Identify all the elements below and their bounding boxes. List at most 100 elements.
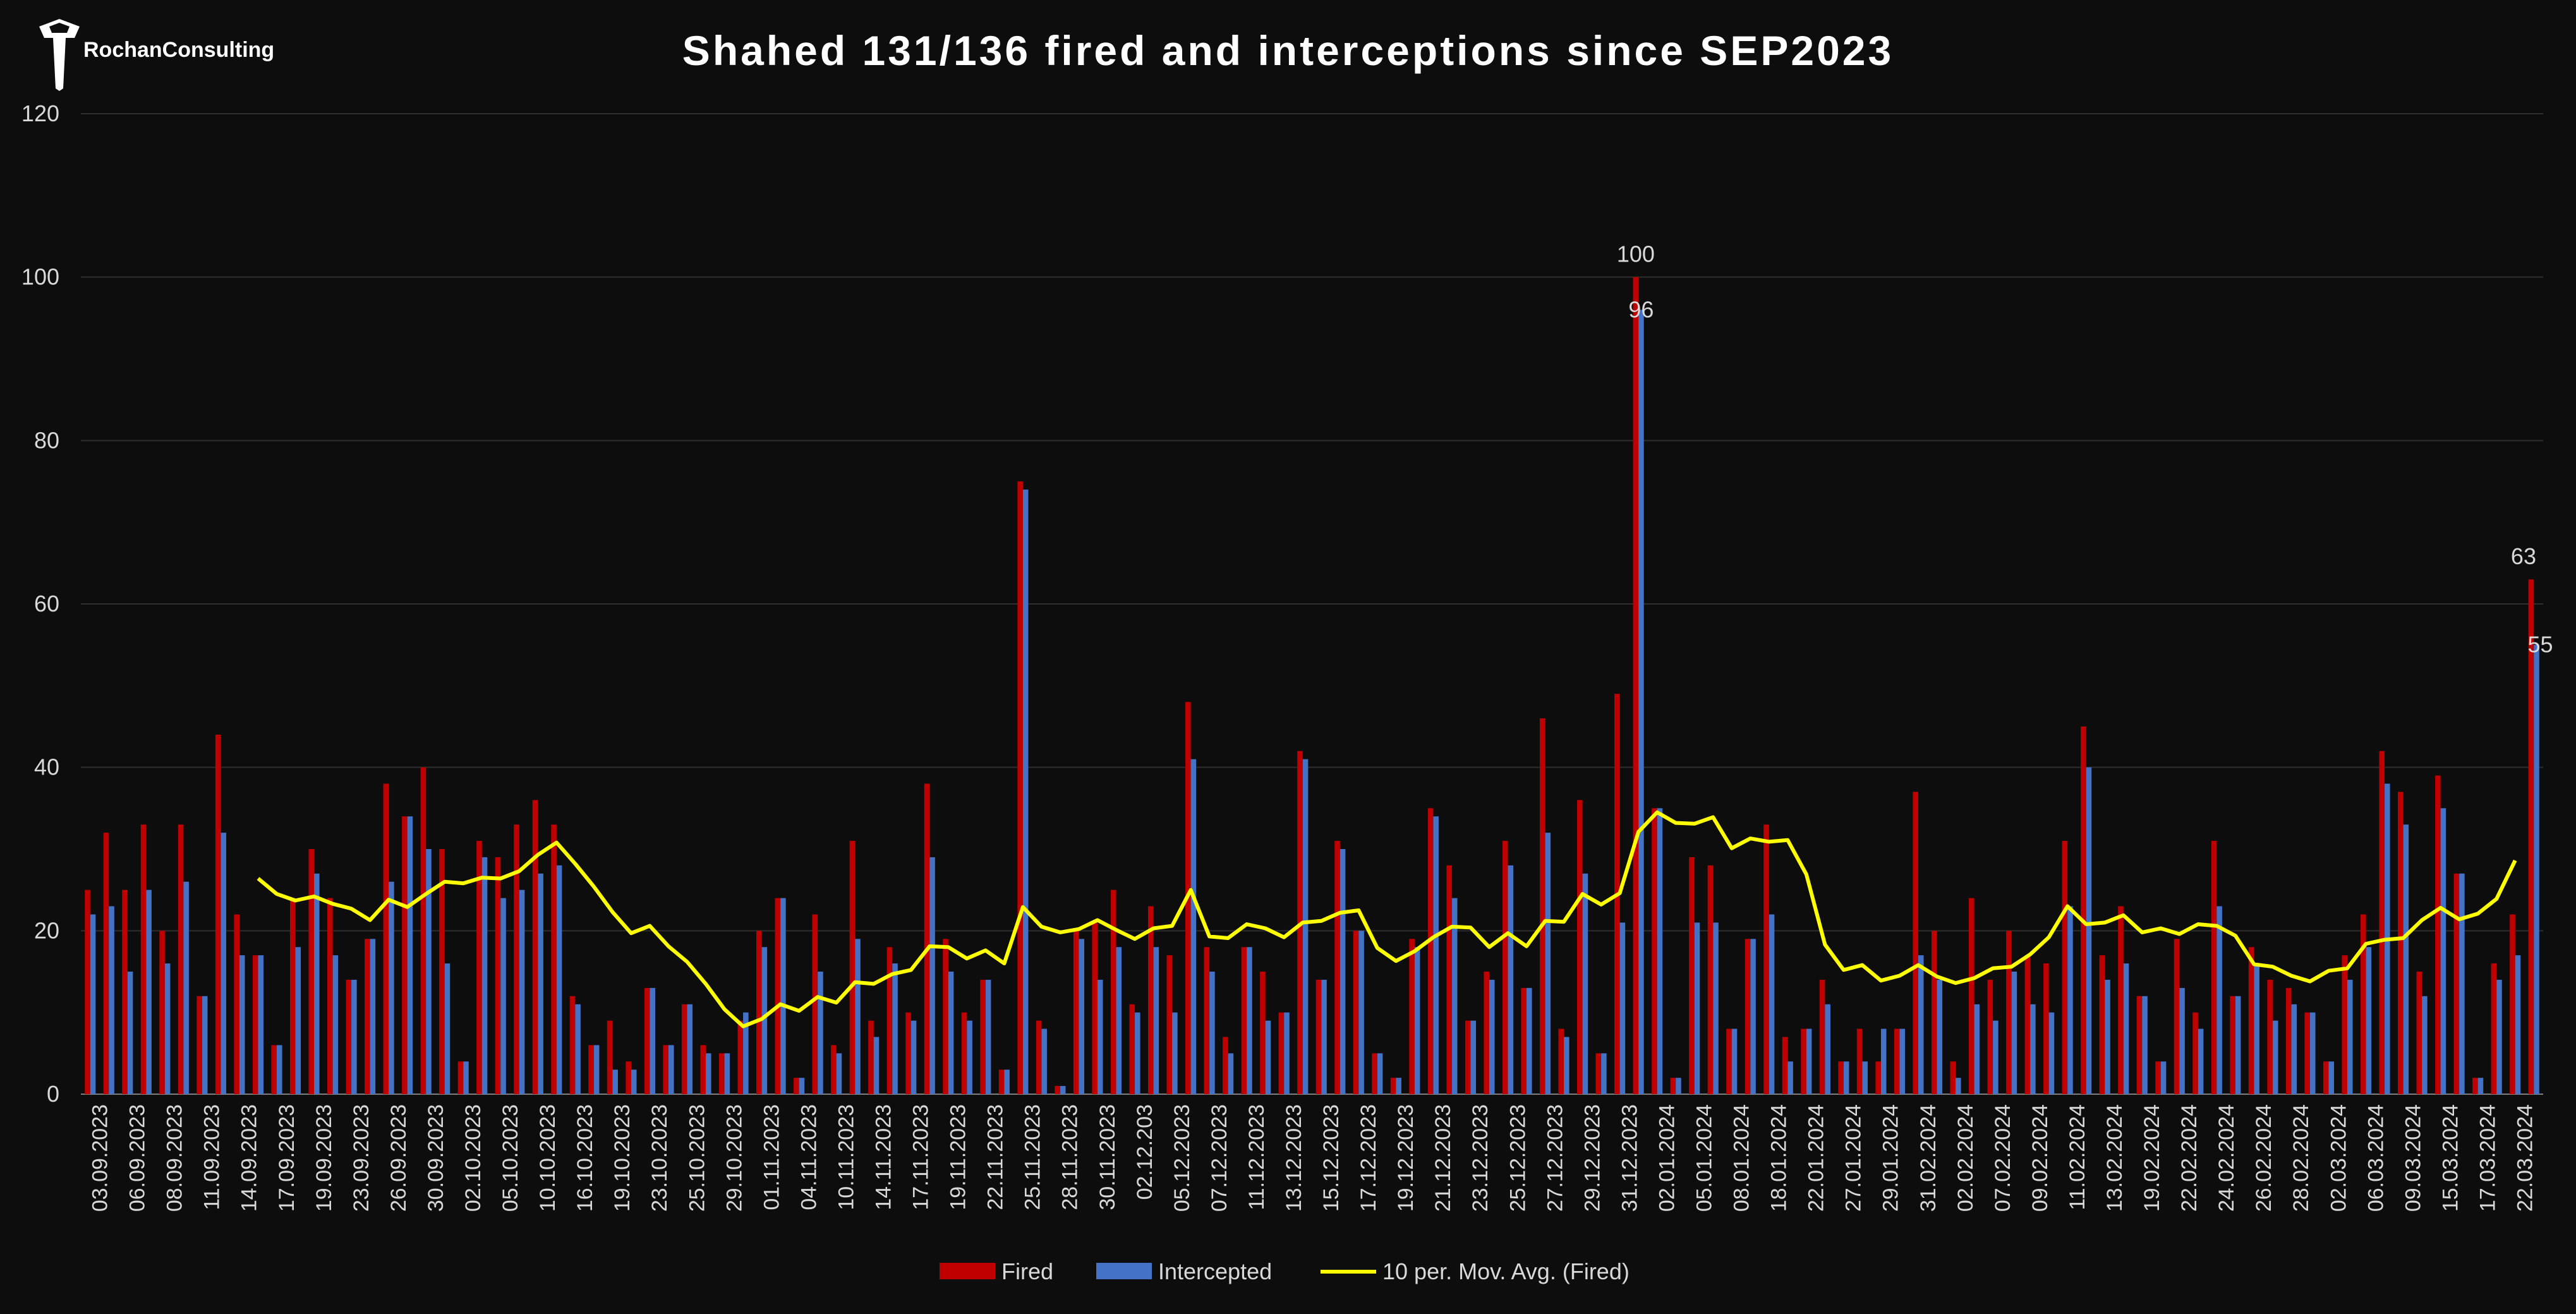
bar-fired [831, 1045, 837, 1094]
bar-fired [2435, 775, 2441, 1094]
x-tick-label: 17.11.2023 [909, 1104, 933, 1210]
bar-intercepted [706, 1053, 711, 1094]
bar-intercepted [836, 1053, 842, 1094]
bar-fired [1223, 1037, 1228, 1094]
bar-intercepted [1582, 873, 1588, 1094]
bar-fired [1633, 277, 1639, 1095]
x-tick-label: 10.11.2023 [834, 1104, 858, 1210]
bar-fired [1147, 906, 1154, 1094]
x-tick-label: 02.03.2024 [2326, 1104, 2350, 1212]
bar-intercepted [1508, 865, 1514, 1094]
bar-intercepted [463, 1061, 469, 1094]
legend-label: Fired [1001, 1258, 1053, 1284]
bar-intercepted [109, 906, 114, 1094]
x-tick-label: 30.11.2023 [1096, 1104, 1120, 1210]
bar-fired [980, 979, 986, 1094]
bar-intercepted [1731, 1028, 1738, 1094]
x-tick-label: 22.03.2024 [2513, 1104, 2537, 1212]
bar-intercepted [2477, 1078, 2484, 1094]
y-tick-label: 20 [34, 917, 59, 943]
bar-fired [2081, 726, 2086, 1094]
x-tick-label: 19.11.2023 [946, 1104, 971, 1210]
bar-fired [1856, 1028, 1863, 1094]
bar-intercepted [1899, 1028, 1906, 1094]
x-tick-label: 27.12.2023 [1543, 1104, 1567, 1212]
bar-intercepted [1339, 849, 1346, 1094]
bar-fired [420, 767, 426, 1094]
bar-fired [1819, 979, 1825, 1094]
bar-intercepted [2403, 824, 2409, 1094]
bar-intercepted [2254, 963, 2259, 1094]
bar-fired [457, 1061, 464, 1094]
x-tick-label: 02.12.203 [1133, 1104, 1157, 1200]
bar-intercepted [2142, 996, 2148, 1094]
bar-fired [289, 898, 296, 1094]
bar-intercepted [1527, 987, 1532, 1094]
bar-fired [1913, 792, 1918, 1094]
data-label: 96 [1628, 296, 1654, 322]
bar-intercepted [2309, 1012, 2316, 1094]
bar-intercepted [444, 963, 450, 1094]
x-tick-label: 23.09.2023 [349, 1104, 373, 1212]
bar-fired [271, 1045, 277, 1094]
bar-fired [681, 1004, 687, 1094]
bar-fired [1558, 1028, 1564, 1094]
bar-fired [756, 931, 762, 1094]
bar-intercepted [2123, 963, 2129, 1094]
bar-intercepted [2459, 873, 2465, 1094]
bar-fired [234, 914, 239, 1094]
bar-fired [2453, 873, 2460, 1094]
bar-intercepted [1135, 1012, 1140, 1094]
bar-fired [2043, 963, 2049, 1094]
x-tick-label: 19.10.2023 [610, 1104, 634, 1212]
bar-intercepted [1228, 1053, 1234, 1094]
bar-fired [2211, 841, 2217, 1094]
bar-intercepted [799, 1078, 805, 1094]
x-tick-label: 16.10.2023 [573, 1104, 597, 1212]
bar-fired [794, 1078, 799, 1094]
x-tick-label: 21.12.2023 [1431, 1104, 1455, 1212]
bar-fired [346, 979, 352, 1094]
bar-intercepted [1787, 1061, 1793, 1094]
bar-fired [365, 939, 370, 1094]
bar-intercepted [2422, 996, 2428, 1094]
bar-fired [644, 987, 650, 1094]
x-tick-label: 11.12.2023 [1245, 1104, 1269, 1210]
bar-fired [1577, 800, 1583, 1094]
bar-fired [1763, 824, 1769, 1094]
bar-intercepted [2086, 767, 2092, 1094]
x-tick-label: 09.02.2024 [2028, 1104, 2052, 1212]
bar-intercepted [146, 889, 152, 1094]
bar-fired [1484, 972, 1489, 1094]
x-tick-label: 30.09.2023 [424, 1104, 448, 1212]
bar-fired [2304, 1012, 2310, 1094]
y-tick-label: 80 [34, 427, 59, 453]
bar-fired [1670, 1078, 1676, 1094]
bar-fired [215, 734, 221, 1094]
x-tick-label: 13.02.2024 [2103, 1104, 2127, 1212]
bar-intercepted [1862, 1061, 1868, 1094]
bar-fired [308, 849, 315, 1094]
bar-fired [812, 914, 818, 1094]
bar-fired [1334, 841, 1340, 1094]
bar-intercepted [389, 881, 394, 1094]
x-tick-label: 11.09.2023 [200, 1104, 224, 1210]
x-tick-label: 26.02.2024 [2252, 1104, 2276, 1212]
bar-fired [2323, 1061, 2329, 1094]
x-tick-label: 10.10.2023 [536, 1104, 560, 1212]
x-tick-label: 02.01.2024 [1655, 1104, 1679, 1212]
x-tick-label: 31.02.2024 [1916, 1104, 1940, 1212]
bar-intercepted [370, 939, 376, 1094]
x-tick-label: 01.11.2023 [759, 1104, 783, 1210]
bar-intercepted [407, 816, 413, 1094]
bar-fired [2006, 931, 2012, 1094]
y-tick-label: 40 [34, 754, 59, 780]
bar-fired [1390, 1078, 1396, 1094]
x-tick-label: 13.12.2023 [1282, 1104, 1306, 1212]
bar-intercepted [538, 873, 543, 1094]
bar-intercepted [1079, 939, 1085, 1094]
x-tick-label: 18.01.2024 [1767, 1104, 1791, 1212]
x-tick-label: 23.12.2023 [1468, 1104, 1492, 1212]
bar-fired [476, 841, 482, 1094]
x-tick-label: 29.01.2024 [1879, 1104, 1903, 1212]
